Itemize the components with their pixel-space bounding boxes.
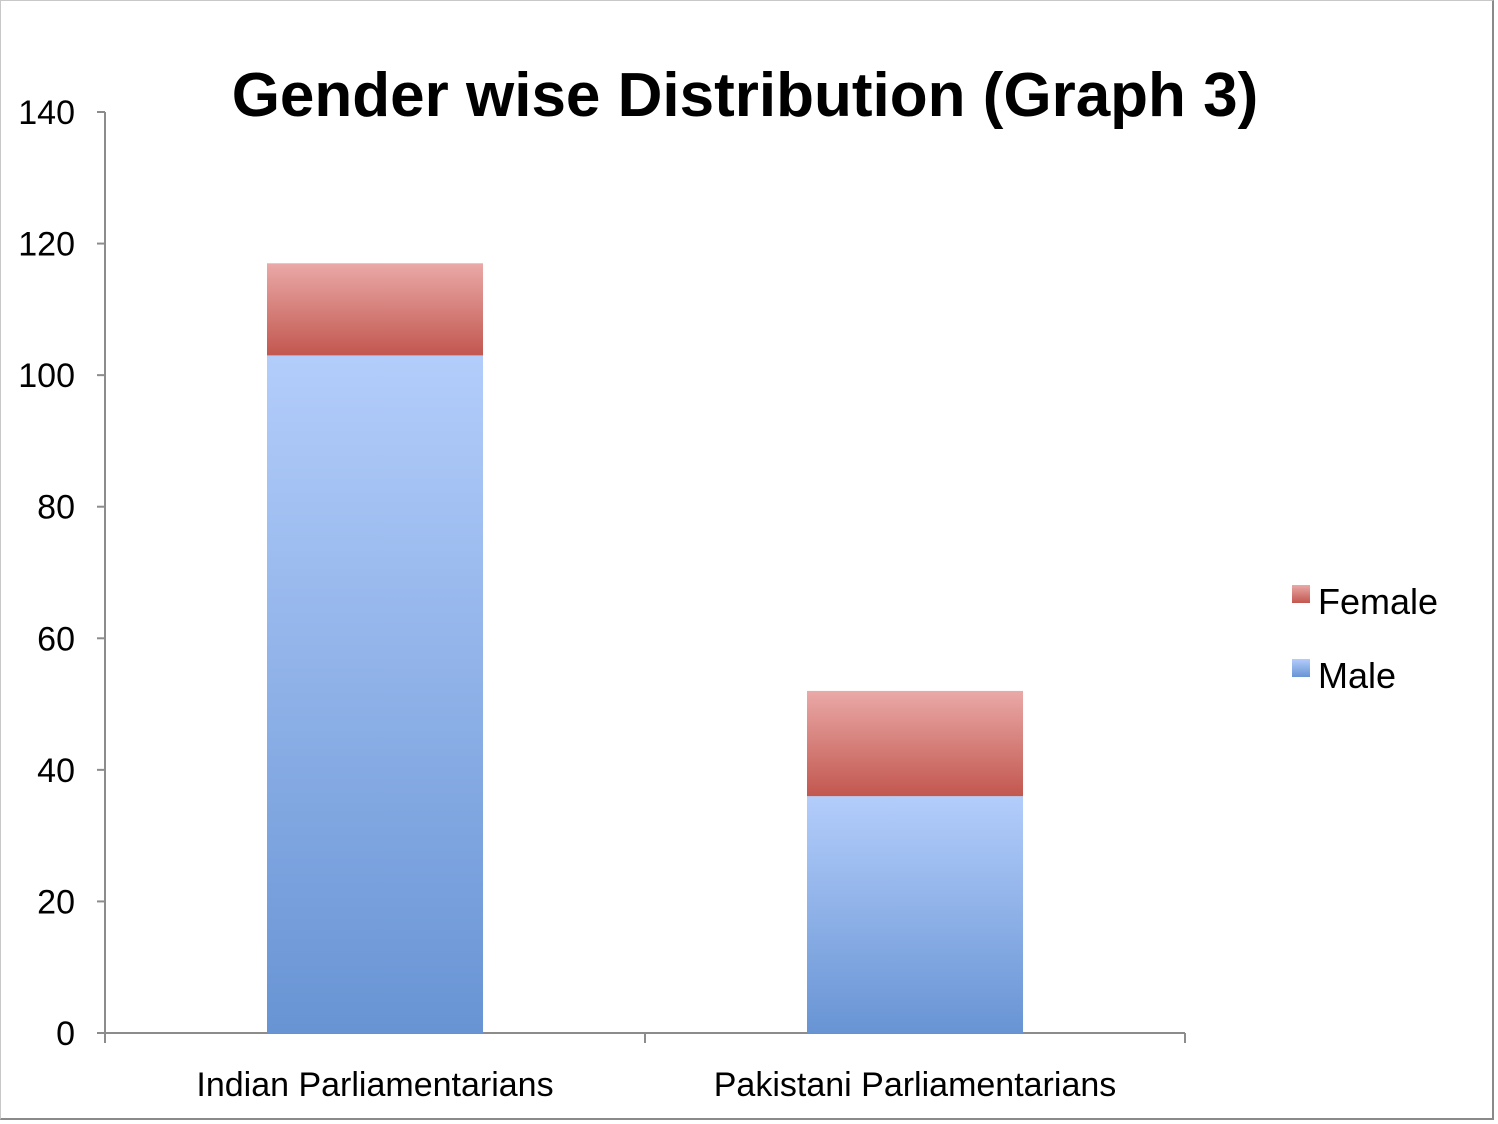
y-tick-label: 140 bbox=[18, 94, 75, 132]
legend: Female Male bbox=[1292, 581, 1438, 696]
bar-male-0 bbox=[267, 355, 483, 1034]
legend-label-male: Male bbox=[1318, 655, 1396, 696]
legend-swatch-female bbox=[1292, 585, 1310, 603]
bar-female-0 bbox=[267, 263, 483, 356]
y-tick-label: 0 bbox=[56, 1015, 75, 1053]
y-tick-label: 40 bbox=[37, 752, 75, 790]
bar-female-1 bbox=[807, 690, 1023, 797]
y-tick-label: 60 bbox=[37, 620, 75, 658]
legend-label-female: Female bbox=[1318, 581, 1438, 622]
x-category-label: Indian Parliamentarians bbox=[196, 1066, 553, 1104]
chart-title: Gender wise Distribution (Graph 3) bbox=[232, 61, 1259, 130]
bar-male-1 bbox=[807, 796, 1023, 1033]
axes: 0 20 40 60 80 100 120 140 Indian Parliamentarian… bbox=[18, 94, 1186, 1104]
y-tick-label: 120 bbox=[18, 226, 75, 264]
y-tick-label: 100 bbox=[18, 357, 75, 395]
x-category-label: Pakistani Parliamentarians bbox=[714, 1066, 1117, 1104]
y-tick-label: 20 bbox=[37, 883, 75, 921]
legend-swatch-male bbox=[1292, 659, 1310, 677]
y-tick-label: 80 bbox=[37, 489, 75, 527]
bars bbox=[267, 263, 1023, 1034]
